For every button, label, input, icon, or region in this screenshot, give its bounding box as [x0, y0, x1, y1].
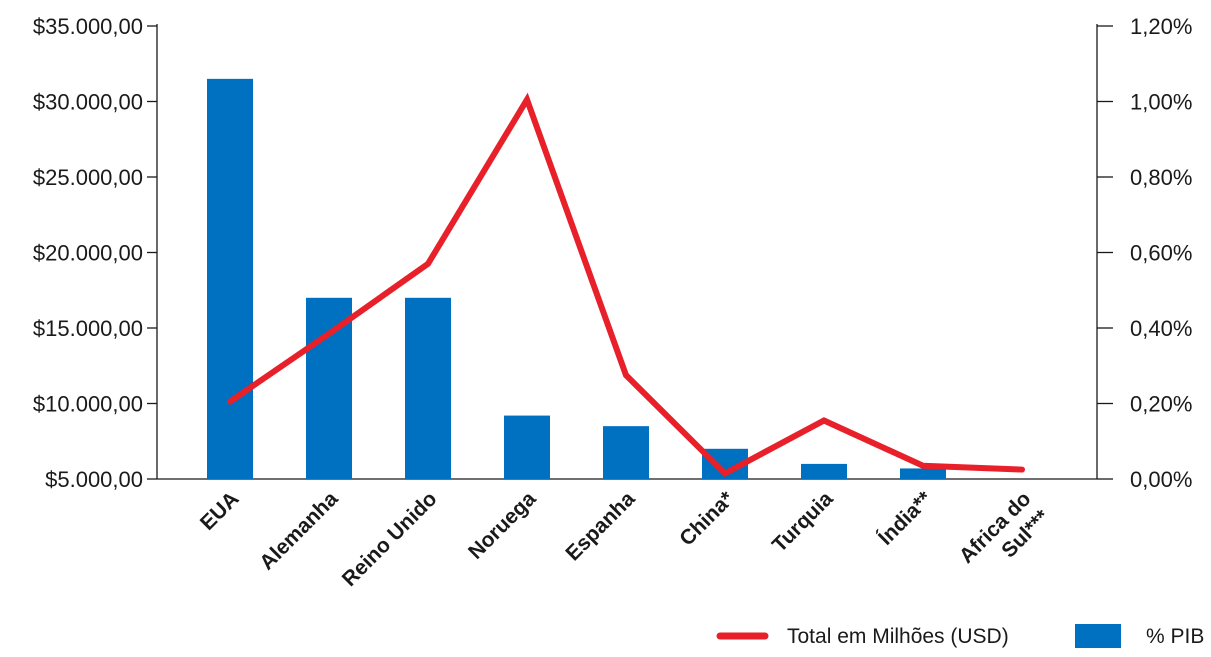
category-label: China*	[675, 487, 739, 551]
line-point	[1021, 469, 1023, 471]
line-point	[823, 419, 825, 421]
line-point	[427, 263, 429, 265]
right-tick-label: 1,00%	[1130, 90, 1192, 115]
left-tick-label: $20.000,00	[33, 241, 143, 266]
line-point	[229, 401, 231, 403]
left-tick-label: $30.000,00	[33, 90, 143, 115]
line-point	[526, 99, 528, 101]
line-point	[922, 465, 924, 467]
category-label: Africa doSul***	[955, 487, 1055, 587]
bar	[207, 78, 253, 479]
line-group	[227, 92, 1025, 478]
category-label: Alemanha	[255, 487, 342, 574]
category-label: Índia**	[874, 487, 937, 550]
left-tick-label: $15.000,00	[33, 316, 143, 341]
bar	[504, 415, 550, 479]
bar	[603, 426, 649, 479]
bar	[801, 463, 847, 479]
category-label: Noruega	[464, 487, 541, 564]
right-tick-label: 0,00%	[1130, 467, 1192, 492]
right-tick-label: 1,20%	[1130, 14, 1192, 39]
category-label: Reino Unido	[338, 487, 442, 591]
right-tick-label: 0,80%	[1130, 165, 1192, 190]
left-tick-label: $10.000,00	[33, 392, 143, 417]
line-point	[328, 333, 330, 335]
category-label: Espanha	[561, 487, 639, 565]
bar	[405, 297, 451, 479]
left-tick-label: $35.000,00	[33, 14, 143, 39]
right-tick-label: 0,20%	[1130, 392, 1192, 417]
category-label: Turquia	[768, 487, 838, 557]
legend-box-marker	[1075, 624, 1121, 648]
left-tick-label: $5.000,00	[45, 467, 143, 492]
bar	[900, 468, 946, 479]
line-point	[724, 472, 726, 474]
right-tick-label: 0,40%	[1130, 316, 1192, 341]
bar	[306, 297, 352, 479]
left-tick-label: $25.000,00	[33, 165, 143, 190]
line-point	[625, 374, 627, 376]
bars-group	[207, 78, 946, 479]
right-tick-label: 0,60%	[1130, 241, 1192, 266]
axes-group: $5.000,00 $10.000,00 $15.000,00 $20.000,00 $…	[33, 14, 1193, 492]
legend-label-pib: % PIB	[1146, 625, 1204, 648]
legend-label-total: Total em Milhões (USD)	[787, 625, 1009, 648]
legend: Total em Milhões (USD) % PIB	[716, 624, 1204, 648]
category-label: EUA	[196, 487, 244, 535]
